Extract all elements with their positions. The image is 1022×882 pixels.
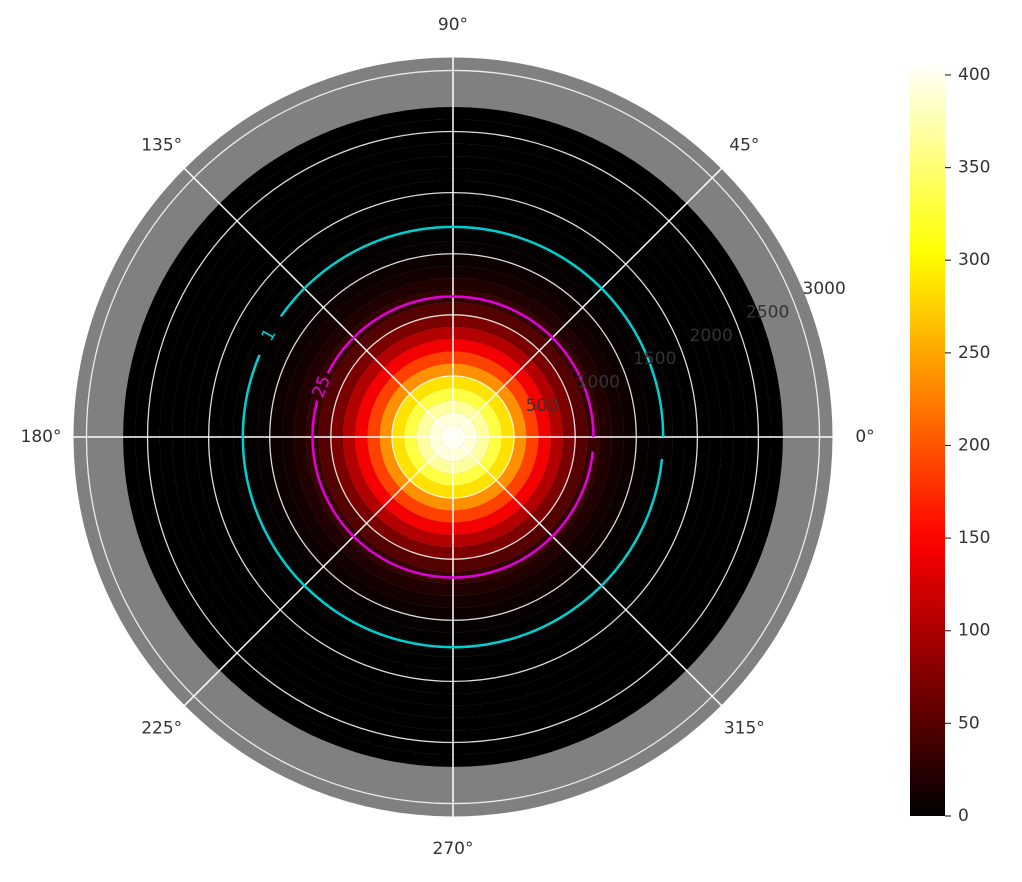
colorbar-tick-label: 150 xyxy=(958,528,990,548)
polar-frame xyxy=(72,56,834,818)
angular-tick-label: 270° xyxy=(433,839,474,859)
radial-tick-label: 2500 xyxy=(746,302,789,322)
angular-tick-label: 135° xyxy=(141,136,182,156)
colorbar-tick-label: 0 xyxy=(958,806,969,826)
radial-tick-label: 1500 xyxy=(633,349,676,369)
colorbar-tick-label: 250 xyxy=(958,343,990,363)
colorbar-tick-label: 50 xyxy=(958,713,980,733)
angular-grid-line xyxy=(183,436,454,707)
radial-tick-label: 500 xyxy=(526,396,558,416)
angular-grid-line xyxy=(452,436,723,707)
angular-tick-label: 225° xyxy=(141,718,182,738)
angular-tick-label: 315° xyxy=(724,718,765,738)
colorbar-tick-label: 300 xyxy=(958,250,990,270)
angular-tick-label: 180° xyxy=(21,427,62,447)
angular-tick-label: 90° xyxy=(438,15,468,35)
angular-tick-label: 45° xyxy=(729,136,759,156)
radial-tick-label: 3000 xyxy=(803,279,846,299)
radial-tick-label: 2000 xyxy=(690,326,733,346)
angular-grid-line xyxy=(452,167,723,438)
contour-line xyxy=(311,295,595,579)
contour-line xyxy=(241,225,665,649)
colorbar-tick-label: 100 xyxy=(958,621,990,641)
colorbar xyxy=(910,62,945,816)
colorbar-tick-label: 200 xyxy=(958,435,990,455)
colorbar-tick-label: 400 xyxy=(958,65,990,85)
colorbar-tick-label: 350 xyxy=(958,158,990,178)
radial-tick-label: 1000 xyxy=(577,373,620,393)
angular-grid-line xyxy=(183,167,454,438)
angular-tick-label: 0° xyxy=(855,427,874,447)
